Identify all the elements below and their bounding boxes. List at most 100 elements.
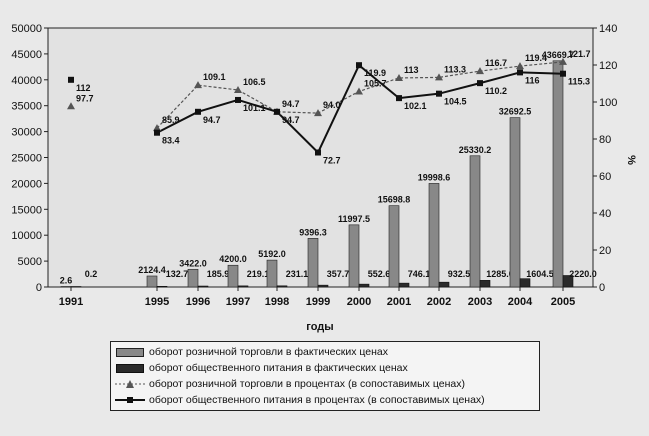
left-tick-label: 5000 [18,256,42,268]
retail-percent-marker [559,57,567,65]
catering-percent-marker [560,70,566,77]
x-tick-label: 1999 [306,296,330,308]
retail-percent-marker [435,73,443,81]
legend-label-catering-line: оборот общественного питания в процентах… [149,394,485,406]
left-tick-label: 35000 [11,101,42,113]
x-tick-label: 1998 [265,296,289,308]
catering-percent-marker [154,129,160,136]
left-tick-label: 30000 [11,127,42,139]
legend-item-catering-bar: оборот общественного питания в фактическ… [115,360,535,376]
bar-retail-label: 9396.3 [299,227,327,237]
retail-percent-label: 85.9 [162,115,180,125]
catering-percent-label: 83.4 [162,136,180,146]
bar-catering-label: 746.1 [408,269,431,279]
right-tick-label: 40 [599,208,611,220]
retail-percent-marker [355,87,363,95]
bar-catering [562,275,574,288]
plot-frame [47,27,594,288]
bar-retail [227,264,239,288]
plot-area [47,27,594,288]
right-axis: 0 20 40 60 80 100 120 140 [593,23,617,294]
legend-swatch-catering-bar [115,362,145,374]
right-tick-label: 120 [599,60,617,72]
x-tick-label: 2004 [508,296,533,308]
retail-percent-label: 113 [404,65,419,75]
line-series: 97.7 85.9 109.1 106.5 94.7 94.0 105.7 113 113.3 1… [67,49,591,166]
x-tick-label: 2005 [551,296,575,308]
bar-catering [317,284,329,288]
retail-percent-label: 121.7 [568,49,591,59]
legend-item-retail-bar: оборот розничной торговли в фактических … [115,344,535,360]
catering-percent-marker [195,108,201,115]
bar-catering [237,285,249,288]
catering-percent-marker [436,90,442,97]
retail-percent-label: 97.7 [76,93,94,103]
bar-retail [552,60,564,288]
bar-retail-label: 3422.0 [179,258,207,268]
retail-percent-marker [67,102,75,110]
retail-percent-label: 94.0 [323,100,341,110]
retail-percent-marker [194,81,202,89]
catering-percent-marker [477,80,483,87]
x-tick-label: 1995 [145,296,169,308]
catering-percent-label: 116 [525,75,540,85]
retail-percent-marker [314,109,322,117]
bar-catering [438,281,450,288]
catering-percent-label: 72.7 [323,156,341,166]
catering-percent-label: 112 [76,83,91,93]
bar-catering [519,278,531,288]
bar-catering-label: 132.7 [166,269,189,279]
x-tick-label: 1991 [59,296,83,308]
left-tick-label: 40000 [11,75,42,87]
right-tick-label: 100 [599,97,617,109]
x-axis: 1991 1995 1996 1997 1998 1999 2000 2001 2002 2003… [59,287,575,308]
bar-catering-label: 1285.0 [486,269,514,279]
bar-retail-label: 25330.2 [459,145,492,155]
bar-catering-label: 552.6 [368,269,391,279]
retail-percent-marker [234,85,242,93]
left-tick-label: 15000 [11,204,42,216]
left-axis: 0 5000 10000 15000 20000 25000 30000 35000 40000… [11,23,48,294]
retail-percent-marker [476,67,484,75]
retail-percent-label: 116.7 [485,58,507,68]
bar-catering [70,286,82,288]
retail-percent-label: 106.5 [243,77,266,87]
legend-swatch-retail-line [115,378,145,390]
x-axis-title: годы [306,321,333,333]
left-tick-label: 45000 [11,49,42,61]
bar-retail-label: 2124.4 [138,265,166,275]
chart-legend: оборот розничной торговли в фактических … [110,341,540,411]
catering-percent-label: 115.3 [568,77,590,87]
bar-catering [156,286,168,288]
bar-retail-label: 43669.7 [542,50,575,60]
catering-percent-label: 101.1 [243,103,266,113]
catering-percent-label: 119.9 [364,68,386,78]
legend-label-retail-bar: оборот розничной торговли в фактических … [149,346,389,358]
retail-percent-marker [516,62,524,70]
bar-catering-label: 1604.5 [526,269,554,279]
retail-percent-label: 94.7 [282,99,300,109]
catering-percent-marker [235,96,241,103]
catering-percent-label: 94.7 [282,115,300,125]
bar-catering-label: 357.7 [327,269,350,279]
left-tick-label: 10000 [11,230,42,242]
catering-percent-label: 110.2 [485,86,507,96]
bar-catering-label: 0.2 [85,269,98,279]
left-tick-label: 25000 [11,153,42,165]
right-tick-label: 60 [599,171,611,183]
bar-catering [479,280,491,288]
retail-percent-label: 119.4 [525,53,547,63]
catering-percent-marker [396,95,402,102]
bar-catering-label: 231.1 [286,269,309,279]
x-tick-label: 2001 [387,296,411,308]
retail-percent-marker [395,73,403,81]
legend-swatch-retail-bar [115,346,145,358]
retail-percent-label: 109.1 [203,72,226,82]
bar-retail-label: 2.6 [60,276,73,286]
right-axis-title: % [625,155,637,165]
bar-retail-label: 11997.5 [338,214,370,224]
bar-catering [358,283,370,288]
retail-percent-label: 113.3 [444,64,466,74]
